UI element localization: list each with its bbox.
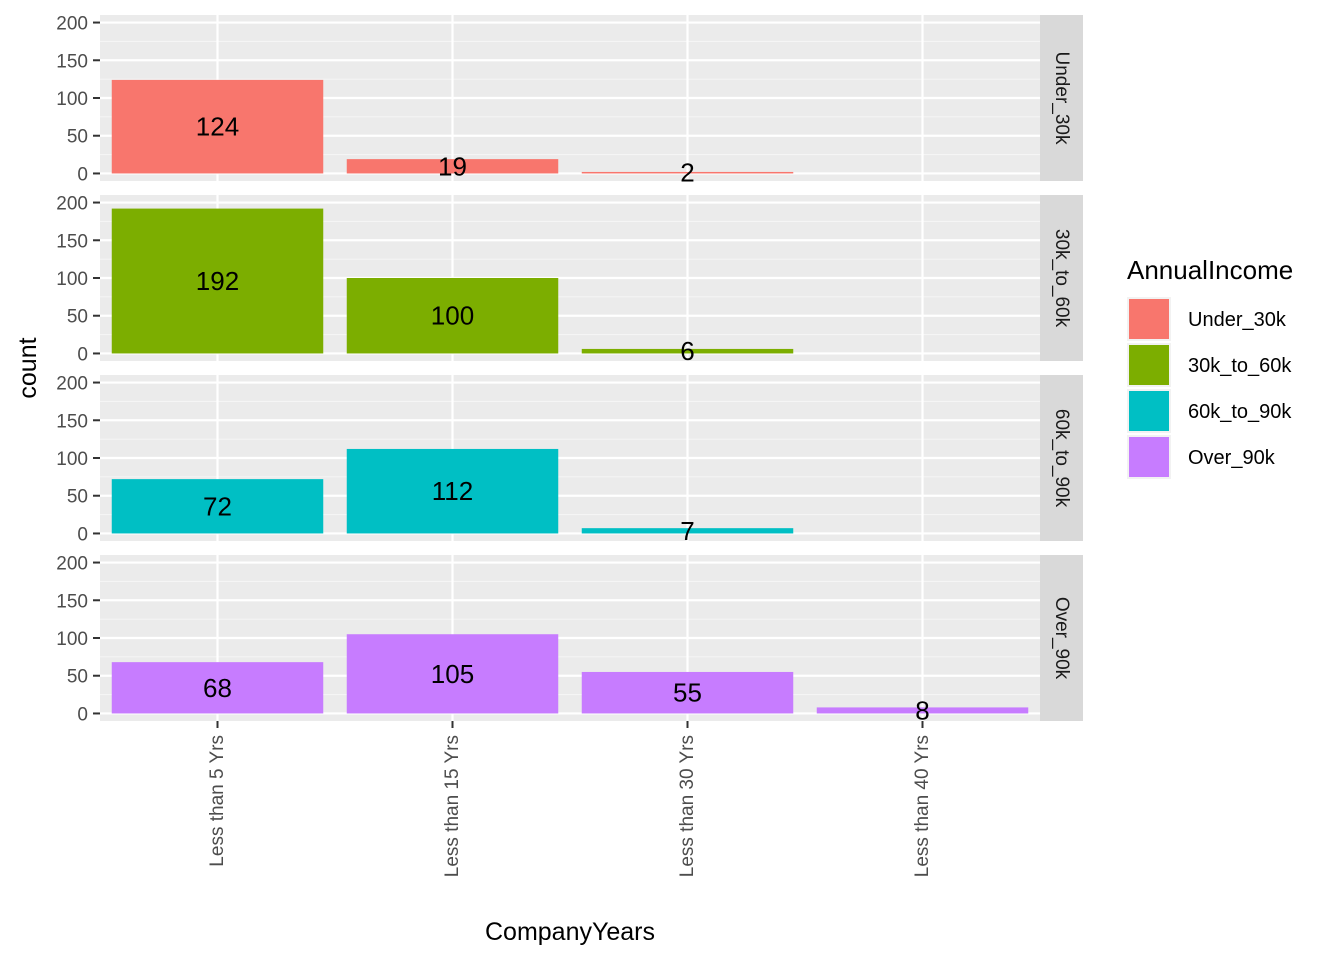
y-tick-label: 150 [56,51,88,72]
y-tick-label: 100 [56,449,88,470]
bar-value-label: 100 [431,301,474,331]
bar-value-label: 124 [196,112,239,142]
bar-value-label: 105 [431,659,474,689]
y-tick-label: 50 [67,487,88,508]
bar [581,348,794,354]
y-axis-title: count [14,337,42,398]
facet-strip-label: Over_90k [1051,597,1072,680]
bar [111,662,324,714]
bar [581,171,794,174]
legend-swatch [1129,391,1169,431]
y-tick-label: 200 [56,14,88,35]
facet-strip-label: 30k_to_60k [1051,229,1072,328]
legend-label: 60k_to_90k [1188,401,1292,423]
bar-value-label: 6 [680,336,694,366]
bar [346,448,559,534]
y-tick-label: 200 [56,554,88,575]
bar [581,528,794,534]
facet-strip-label: Under_30k [1051,52,1072,145]
bar-value-label: 72 [203,491,232,521]
bar-value-label: 8 [915,695,929,725]
bar-value-label: 112 [432,476,473,506]
y-tick-label: 100 [56,269,88,290]
legend-label: 30k_to_60k [1188,355,1292,377]
bar-value-label: 19 [438,151,467,181]
y-tick-label: 0 [77,344,88,365]
facet-strip [1040,15,1083,181]
bar [581,671,794,714]
y-tick-label: 0 [77,164,88,185]
y-tick-label: 50 [67,127,88,148]
facet-strip [1040,195,1083,361]
bar-value-label: 7 [680,516,694,546]
legend-label: Over_90k [1188,447,1276,469]
bar-value-label: 2 [680,158,694,188]
legend-swatch [1129,437,1169,477]
x-tick-label: Less than 5 Yrs [207,735,228,867]
bar [346,278,559,354]
bar [111,208,324,354]
bar [111,479,324,534]
y-tick-label: 150 [56,231,88,252]
bar-value-label: 68 [203,673,232,703]
y-tick-label: 50 [67,307,88,328]
bar-value-label: 192 [196,266,239,296]
bar-value-label: 55 [673,678,702,708]
x-tick-label: Less than 40 Yrs [912,735,933,877]
bar [346,634,559,714]
y-tick-label: 100 [56,629,88,650]
y-tick-label: 150 [56,411,88,432]
facet-strip [1040,375,1083,541]
facet-strip-label: 60k_to_90k [1051,409,1072,508]
facet-strip [1040,555,1083,721]
bar [111,79,324,174]
legend-swatch [1129,345,1169,385]
x-tick-label: Less than 30 Yrs [677,735,698,877]
legend-swatch [1129,299,1169,339]
x-axis-title: CompanyYears [485,918,655,946]
y-tick-label: 150 [56,591,88,612]
y-tick-label: 200 [56,194,88,215]
legend-label: Under_30k [1188,309,1287,331]
legend-title: AnnualIncome [1127,255,1293,285]
x-tick-label: Less than 15 Yrs [442,735,463,877]
y-tick-label: 50 [67,667,88,688]
bar [346,159,559,174]
y-tick-label: 200 [56,374,88,395]
y-tick-label: 0 [77,524,88,545]
y-tick-label: 0 [77,704,88,725]
bar [816,707,1029,714]
y-tick-label: 100 [56,89,88,110]
